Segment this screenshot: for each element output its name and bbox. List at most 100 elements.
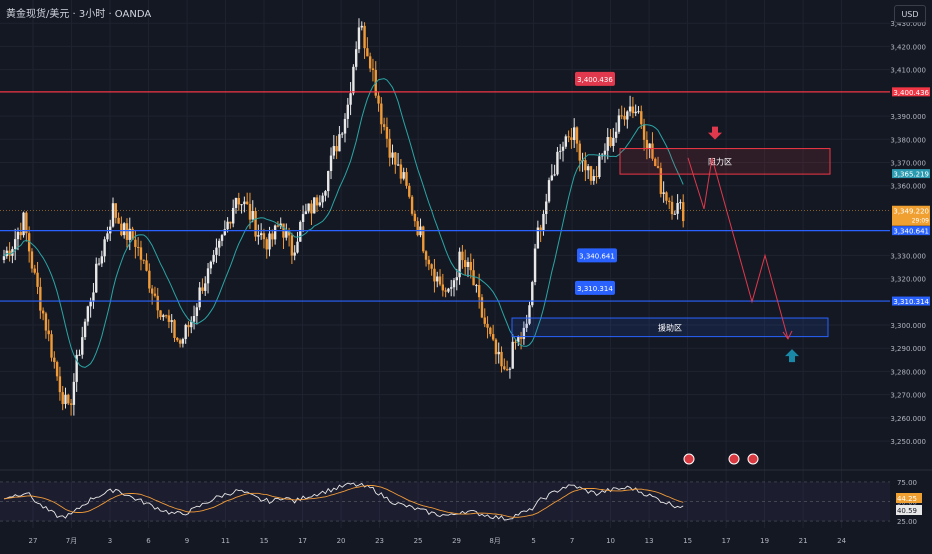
candle-body bbox=[592, 176, 595, 181]
candle-body bbox=[58, 376, 62, 393]
time-tick-label: 25 bbox=[414, 537, 423, 545]
time-tick-label: 17 bbox=[298, 537, 307, 545]
candle-body bbox=[162, 315, 165, 318]
resistance-zone bbox=[619, 148, 831, 175]
candle-body bbox=[321, 195, 324, 203]
resistance-level-tag bbox=[575, 71, 615, 86]
candle-body bbox=[472, 270, 475, 286]
candle-body bbox=[47, 330, 50, 335]
candle-body bbox=[296, 241, 299, 253]
candle-body bbox=[13, 239, 17, 250]
candle-body bbox=[388, 138, 391, 158]
candle-body bbox=[178, 340, 182, 344]
candle-body bbox=[304, 211, 308, 215]
candle-body bbox=[290, 235, 294, 256]
candle-body bbox=[301, 214, 305, 223]
ma-value-axis-tag bbox=[892, 169, 930, 179]
candle-body bbox=[654, 158, 657, 167]
candle-body bbox=[265, 239, 268, 250]
candle-body bbox=[572, 127, 576, 140]
candle-body bbox=[416, 221, 419, 236]
candle-body bbox=[564, 136, 568, 147]
event-flag-icon bbox=[728, 453, 740, 465]
support-1-level-tag-label: 3,340.641 bbox=[579, 252, 615, 260]
candle-body bbox=[352, 66, 355, 94]
price-tick-label: 3,300.000 bbox=[890, 322, 926, 330]
candle-body bbox=[522, 327, 526, 339]
rsi-ma-tag bbox=[896, 493, 922, 503]
candle-body bbox=[603, 150, 607, 155]
currency-button[interactable]: USD bbox=[894, 5, 926, 23]
candle-body bbox=[402, 172, 405, 179]
candle-body bbox=[192, 316, 196, 322]
candle-body bbox=[595, 176, 598, 178]
price-tick-label: 3,260.000 bbox=[890, 415, 926, 423]
candle-body bbox=[371, 68, 375, 70]
candle-body bbox=[240, 204, 243, 206]
candle-body bbox=[310, 203, 313, 214]
candle-body bbox=[69, 403, 73, 405]
candle-body bbox=[111, 203, 115, 227]
candle-body bbox=[53, 357, 56, 363]
time-tick-label: 7 bbox=[570, 537, 574, 545]
candle-body bbox=[61, 392, 64, 405]
candle-body bbox=[380, 103, 383, 125]
candle-body bbox=[134, 239, 137, 247]
candle-body bbox=[195, 307, 199, 317]
candle-body bbox=[612, 137, 615, 147]
rsi-ma-tag-label: 44.25 bbox=[897, 495, 917, 503]
time-tick-label: 23 bbox=[375, 537, 384, 545]
candle-body bbox=[114, 203, 118, 218]
candle-body bbox=[285, 230, 288, 238]
candle-body bbox=[659, 168, 663, 194]
candle-body bbox=[444, 290, 447, 292]
candle-body bbox=[466, 261, 470, 267]
candle-body bbox=[220, 235, 224, 241]
candle-body bbox=[83, 321, 87, 338]
candle-body bbox=[279, 223, 282, 227]
candle-body bbox=[167, 315, 171, 322]
candle-body bbox=[363, 25, 366, 49]
candle-body bbox=[567, 136, 570, 138]
candle-body bbox=[148, 270, 151, 289]
candle-body bbox=[480, 297, 484, 318]
price-tick-label: 3,270.000 bbox=[890, 392, 926, 400]
candle-body bbox=[164, 315, 168, 317]
candle-body bbox=[100, 256, 104, 264]
candle-body bbox=[511, 341, 514, 369]
candle-body bbox=[679, 202, 682, 204]
candle-body bbox=[131, 228, 134, 240]
candle-body bbox=[385, 126, 389, 139]
candle-body bbox=[394, 152, 397, 165]
candle-body bbox=[413, 213, 417, 222]
candle-body bbox=[670, 201, 674, 215]
candle-body bbox=[497, 351, 500, 355]
up-arrow-icon bbox=[785, 349, 799, 363]
candle-body bbox=[491, 334, 495, 340]
price-tick-label: 3,280.000 bbox=[890, 368, 926, 376]
candle-body bbox=[533, 248, 537, 283]
candle-body bbox=[307, 203, 310, 212]
candle-body bbox=[528, 305, 531, 324]
candle-body bbox=[338, 134, 341, 152]
candle-body bbox=[122, 223, 126, 236]
candle-body bbox=[536, 227, 540, 249]
rsi-tick-label: 25.00 bbox=[897, 518, 917, 526]
candle-body bbox=[343, 118, 347, 134]
candle-body bbox=[27, 233, 31, 252]
candle-body bbox=[673, 213, 677, 215]
candle-body bbox=[606, 137, 609, 151]
candle-body bbox=[329, 155, 333, 172]
current-price-axis-label: 3,349.220 bbox=[893, 208, 929, 216]
candle-body bbox=[662, 192, 665, 194]
resistance-axis-label: 3,400.436 bbox=[893, 89, 929, 97]
candle-body bbox=[354, 49, 358, 67]
event-flag-icon bbox=[747, 453, 759, 465]
time-tick-label: 11 bbox=[221, 537, 230, 545]
candle-body bbox=[145, 260, 148, 271]
price-tick-label: 3,380.000 bbox=[890, 136, 926, 144]
time-tick-label: 7月 bbox=[66, 537, 77, 545]
candle-body bbox=[391, 152, 394, 158]
candle-body bbox=[173, 320, 176, 338]
